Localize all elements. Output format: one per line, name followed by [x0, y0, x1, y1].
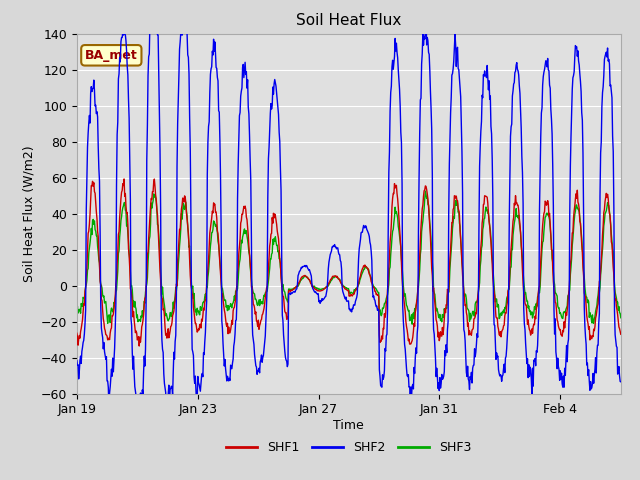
Legend: SHF1, SHF2, SHF3: SHF1, SHF2, SHF3	[221, 436, 477, 459]
X-axis label: Time: Time	[333, 419, 364, 432]
Title: Soil Heat Flux: Soil Heat Flux	[296, 13, 401, 28]
Y-axis label: Soil Heat Flux (W/m2): Soil Heat Flux (W/m2)	[22, 145, 35, 282]
Text: BA_met: BA_met	[85, 49, 138, 62]
